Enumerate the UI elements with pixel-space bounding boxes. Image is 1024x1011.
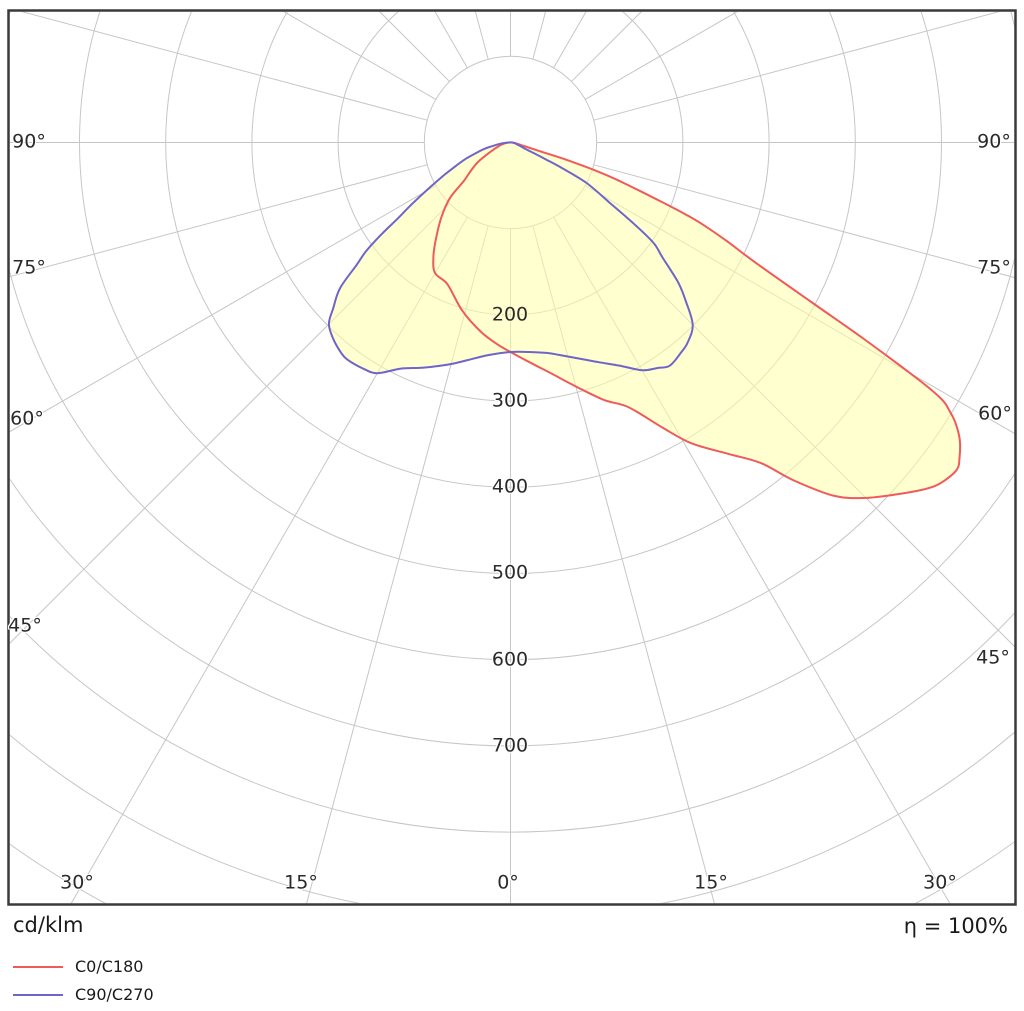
angle-label-right-75: 75° xyxy=(977,256,1011,279)
ring-label-400: 400 xyxy=(491,475,529,498)
angle-label-bottom-0: 0° xyxy=(497,871,519,894)
angle-label-bottom-30L: 30° xyxy=(60,871,94,894)
ring-label-700: 700 xyxy=(491,734,529,757)
angle-label-left-60: 60° xyxy=(10,407,44,430)
angle-label-bottom-30R: 30° xyxy=(923,871,957,894)
angle-label-right-60: 60° xyxy=(978,402,1012,425)
angle-label-left-75: 75° xyxy=(12,256,46,279)
legend-line-blue xyxy=(13,994,63,996)
angle-label-left-90: 90° xyxy=(12,130,46,153)
angle-label-left-45: 45° xyxy=(8,614,42,637)
curve-c0-c180 xyxy=(432,141,962,500)
angle-label-bottom-15L: 15° xyxy=(284,871,318,894)
plot-border xyxy=(7,9,1017,906)
angle-label-right-45: 45° xyxy=(976,646,1010,669)
legend-line-red xyxy=(13,966,63,968)
efficiency-label: η = 100% xyxy=(903,914,1008,938)
ring-label-500: 500 xyxy=(491,561,529,584)
curve-c90-c270 xyxy=(327,141,694,375)
ring-label-200: 200 xyxy=(491,303,529,326)
legend-label-c0-c180: C0/C180 xyxy=(75,957,144,976)
angle-label-right-90: 90° xyxy=(977,130,1011,153)
ring-label-600: 600 xyxy=(491,648,529,671)
legend-label-c90-c270: C90/C270 xyxy=(75,985,154,1004)
legend-item-c90-c270: C90/C270 xyxy=(13,981,154,1009)
legend: C0/C180 C90/C270 xyxy=(13,953,154,1009)
angle-label-bottom-15R: 15° xyxy=(694,871,728,894)
distribution-fill xyxy=(328,142,961,499)
ring-label-300: 300 xyxy=(491,389,529,412)
legend-item-c0-c180: C0/C180 xyxy=(13,953,154,981)
units-label: cd/klm xyxy=(13,913,84,937)
